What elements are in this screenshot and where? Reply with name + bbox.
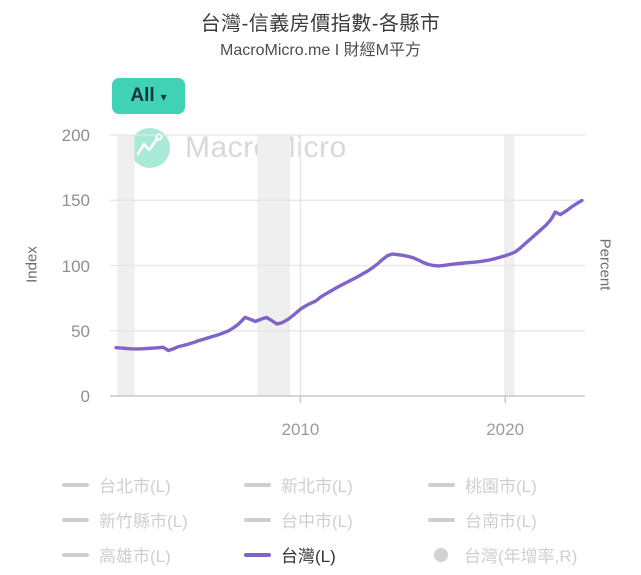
legend-line-marker — [244, 552, 271, 557]
legend: 台北市(L) 新北市(L) 桃園市(L) 新竹縣市(L) 台中市(L) 台南市(L) 高雄市… — [62, 472, 592, 567]
legend-line-marker — [428, 482, 455, 487]
legend-label: 台北市(L) — [99, 477, 171, 496]
legend-item-2[interactable]: 桃園市(L) — [428, 472, 592, 497]
range-selector-label: All — [130, 85, 155, 106]
page-title: 台灣-信義房價指數-各縣市 — [200, 13, 441, 35]
chevron-down-icon: ▾ — [160, 90, 167, 104]
legend-item-6[interactable]: 高雄市(L) — [62, 542, 244, 567]
legend-line-marker — [244, 517, 271, 522]
legend-line-marker — [62, 482, 89, 487]
legend-label: 桃園市(L) — [465, 477, 537, 496]
legend-line-marker — [244, 482, 271, 487]
y-tick-label: 50 — [71, 321, 90, 341]
y-tick-label: 150 — [61, 191, 90, 211]
y-tick-label: 200 — [61, 126, 90, 145]
x-tick-label: 2020 — [486, 420, 525, 439]
price-index-chart-plot[interactable] — [0, 125, 641, 415]
legend-label: 台灣(年增率,R) — [464, 547, 578, 566]
x-tick-label: 2010 — [281, 420, 320, 439]
legend-line-marker — [428, 517, 455, 522]
legend-label: 高雄市(L) — [99, 547, 171, 566]
series-line-taiwan — [114, 198, 584, 353]
page-subtitle: MacroMicro.me I 財經M平方 — [220, 42, 421, 59]
right-axis-title: Percent — [596, 238, 614, 291]
legend-label: 新北市(L) — [281, 477, 353, 496]
legend-label: 台灣(L) — [281, 547, 336, 566]
legend-item-7[interactable]: 台灣(L) — [244, 542, 428, 567]
legend-item-4[interactable]: 台中市(L) — [244, 507, 428, 532]
legend-line-marker — [62, 552, 89, 557]
legend-label: 台中市(L) — [281, 512, 353, 531]
y-tick-label: 100 — [61, 256, 90, 276]
range-selector-button[interactable]: All ▾ — [112, 78, 185, 114]
legend-label: 台南市(L) — [465, 512, 537, 531]
legend-item-1[interactable]: 新北市(L) — [244, 472, 428, 497]
legend-item-5[interactable]: 台南市(L) — [428, 507, 592, 532]
legend-item-8[interactable]: 台灣(年增率,R) — [428, 542, 592, 567]
legend-label: 新竹縣市(L) — [99, 512, 188, 531]
legend-item-3[interactable]: 新竹縣市(L) — [62, 507, 244, 532]
legend-line-marker — [62, 517, 89, 522]
legend-item-0[interactable]: 台北市(L) — [62, 472, 244, 497]
legend-circle-marker — [434, 547, 448, 562]
y-tick-label: 0 — [80, 387, 90, 406]
